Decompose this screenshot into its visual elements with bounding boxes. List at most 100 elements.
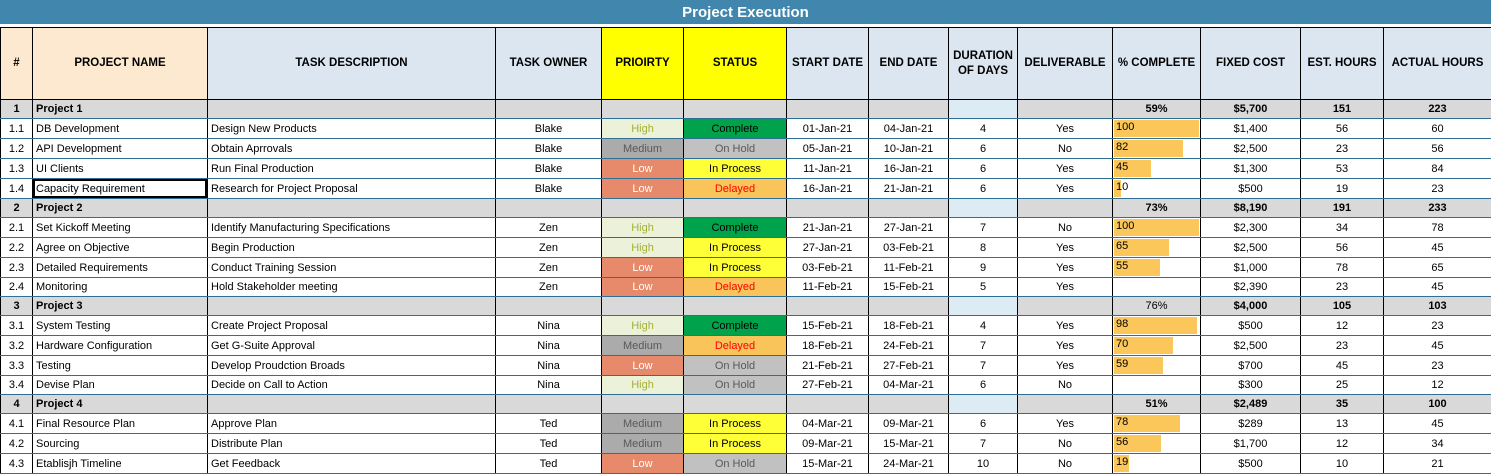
- column-header-end-date[interactable]: END DATE: [869, 28, 949, 100]
- cell-status[interactable]: On Hold: [684, 376, 787, 395]
- cell-end-date[interactable]: 16-Jan-21: [869, 159, 949, 179]
- cell-fixed-cost[interactable]: $2,390: [1201, 278, 1301, 297]
- cell-task-owner[interactable]: [496, 100, 602, 119]
- cell-task-id[interactable]: 3.1: [1, 316, 33, 336]
- cell-summary-actual-hours[interactable]: 233: [1384, 199, 1491, 218]
- cell-pct-complete[interactable]: 98: [1113, 316, 1201, 336]
- cell-task-description[interactable]: Distribute Plan: [208, 434, 496, 454]
- cell-summary-est-hours[interactable]: 151: [1301, 100, 1384, 119]
- cell-duration[interactable]: [949, 297, 1018, 316]
- cell-actual-hours[interactable]: 56: [1384, 139, 1491, 159]
- cell-end-date[interactable]: 21-Jan-21: [869, 179, 949, 199]
- cell-start-date[interactable]: 15-Mar-21: [787, 454, 869, 474]
- cell-priority[interactable]: Low: [602, 454, 684, 474]
- cell-task-id[interactable]: 2.3: [1, 258, 33, 278]
- cell-task-name[interactable]: Capacity Requirement: [33, 179, 208, 199]
- cell-end-date[interactable]: 04-Jan-21: [869, 119, 949, 139]
- cell-summary-pct-complete[interactable]: 73%: [1113, 199, 1201, 218]
- cell-priority[interactable]: High: [602, 119, 684, 139]
- cell-task-owner[interactable]: Blake: [496, 179, 602, 199]
- cell-start-date[interactable]: [787, 395, 869, 414]
- cell-status[interactable]: In Process: [684, 434, 787, 454]
- cell-pct-complete[interactable]: 45: [1113, 159, 1201, 179]
- cell-duration[interactable]: 7: [949, 336, 1018, 356]
- cell-start-date[interactable]: 27-Jan-21: [787, 238, 869, 258]
- cell-deliverable[interactable]: Yes: [1018, 278, 1113, 297]
- cell-deliverable[interactable]: Yes: [1018, 258, 1113, 278]
- cell-end-date[interactable]: [869, 100, 949, 119]
- cell-task-name[interactable]: Detailed Requirements: [33, 258, 208, 278]
- cell-task-owner[interactable]: [496, 395, 602, 414]
- cell-task-owner[interactable]: Ted: [496, 414, 602, 434]
- cell-actual-hours[interactable]: 23: [1384, 356, 1491, 376]
- cell-task-description[interactable]: Get Feedback: [208, 454, 496, 474]
- cell-task-id[interactable]: 2.1: [1, 218, 33, 238]
- column-header--complete[interactable]: % COMPLETE: [1113, 28, 1201, 100]
- cell-est-hours[interactable]: 13: [1301, 414, 1384, 434]
- cell-project-name[interactable]: Project 1: [33, 100, 208, 119]
- cell-status[interactable]: Complete: [684, 316, 787, 336]
- cell-priority[interactable]: Low: [602, 278, 684, 297]
- cell-fixed-cost[interactable]: $500: [1201, 179, 1301, 199]
- cell-task-description[interactable]: [208, 100, 496, 119]
- cell-task-name[interactable]: Testing: [33, 356, 208, 376]
- cell-summary-est-hours[interactable]: 35: [1301, 395, 1384, 414]
- cell-actual-hours[interactable]: 45: [1384, 414, 1491, 434]
- cell-summary-fixed-cost[interactable]: $8,190: [1201, 199, 1301, 218]
- cell-task-owner[interactable]: [496, 297, 602, 316]
- cell-fixed-cost[interactable]: $300: [1201, 376, 1301, 395]
- cell-duration[interactable]: [949, 199, 1018, 218]
- cell-start-date[interactable]: [787, 199, 869, 218]
- cell-task-name[interactable]: Sourcing: [33, 434, 208, 454]
- cell-deliverable[interactable]: Yes: [1018, 336, 1113, 356]
- cell-summary-est-hours[interactable]: 105: [1301, 297, 1384, 316]
- cell-status[interactable]: Delayed: [684, 179, 787, 199]
- cell-pct-complete[interactable]: [1113, 376, 1201, 395]
- cell-start-date[interactable]: 21-Feb-21: [787, 356, 869, 376]
- cell-task-description[interactable]: Identify Manufacturing Specifications: [208, 218, 496, 238]
- cell-actual-hours[interactable]: 45: [1384, 336, 1491, 356]
- cell-end-date[interactable]: 24-Mar-21: [869, 454, 949, 474]
- cell-task-name[interactable]: API Development: [33, 139, 208, 159]
- column-header-actual-hours[interactable]: ACTUAL HOURS: [1384, 28, 1491, 100]
- cell-status[interactable]: Complete: [684, 119, 787, 139]
- cell-task-id[interactable]: 1.4: [1, 179, 33, 199]
- cell-task-id[interactable]: 1.3: [1, 159, 33, 179]
- cell-pct-complete[interactable]: 19: [1113, 454, 1201, 474]
- cell-status[interactable]: [684, 199, 787, 218]
- cell-actual-hours[interactable]: 45: [1384, 238, 1491, 258]
- cell-start-date[interactable]: 11-Feb-21: [787, 278, 869, 297]
- cell-summary-pct-complete[interactable]: 59%: [1113, 100, 1201, 119]
- cell-duration[interactable]: 5: [949, 278, 1018, 297]
- column-header-start-date[interactable]: START DATE: [787, 28, 869, 100]
- cell-status[interactable]: In Process: [684, 159, 787, 179]
- cell-task-id[interactable]: 1.2: [1, 139, 33, 159]
- cell-task-owner[interactable]: Zen: [496, 258, 602, 278]
- cell-pct-complete[interactable]: 100: [1113, 218, 1201, 238]
- cell-summary-fixed-cost[interactable]: $4,000: [1201, 297, 1301, 316]
- cell-duration[interactable]: 6: [949, 179, 1018, 199]
- cell-priority[interactable]: [602, 100, 684, 119]
- cell-end-date[interactable]: 24-Feb-21: [869, 336, 949, 356]
- column-header-status[interactable]: STATUS: [684, 28, 787, 100]
- cell-task-id[interactable]: 3.3: [1, 356, 33, 376]
- cell-task-owner[interactable]: Ted: [496, 454, 602, 474]
- cell-priority[interactable]: [602, 395, 684, 414]
- cell-start-date[interactable]: 16-Jan-21: [787, 179, 869, 199]
- cell-task-description[interactable]: Decide on Call to Action: [208, 376, 496, 395]
- cell-pct-complete[interactable]: 56: [1113, 434, 1201, 454]
- cell-status[interactable]: In Process: [684, 414, 787, 434]
- cell-end-date[interactable]: 10-Jan-21: [869, 139, 949, 159]
- cell-priority[interactable]: Medium: [602, 139, 684, 159]
- cell-deliverable[interactable]: [1018, 100, 1113, 119]
- cell-actual-hours[interactable]: 23: [1384, 316, 1491, 336]
- cell-task-owner[interactable]: Zen: [496, 278, 602, 297]
- cell-est-hours[interactable]: 23: [1301, 139, 1384, 159]
- cell-task-owner[interactable]: Nina: [496, 376, 602, 395]
- cell-actual-hours[interactable]: 45: [1384, 278, 1491, 297]
- cell-actual-hours[interactable]: 21: [1384, 454, 1491, 474]
- cell-task-name[interactable]: Hardware Configuration: [33, 336, 208, 356]
- cell-end-date[interactable]: 11-Feb-21: [869, 258, 949, 278]
- cell-status[interactable]: On Hold: [684, 139, 787, 159]
- cell-est-hours[interactable]: 56: [1301, 119, 1384, 139]
